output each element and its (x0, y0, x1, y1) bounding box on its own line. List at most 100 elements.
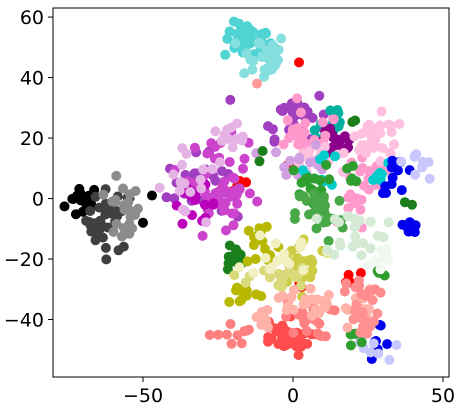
scatter-point (263, 332, 274, 342)
scatter-point (375, 120, 386, 131)
scatter-point (305, 157, 316, 168)
scatter-point (242, 256, 253, 267)
scatter-point (356, 250, 367, 261)
scatter-point (234, 296, 245, 307)
scatter-point (86, 226, 97, 237)
scatter-point (198, 164, 209, 175)
scatter-point (250, 254, 261, 264)
x-tick-label: −50 (123, 385, 163, 407)
scatter-point (381, 244, 392, 255)
scatter-point (372, 230, 383, 241)
scatter-point (255, 230, 265, 241)
y-axis: −40 −20 0 20 40 60 (4, 7, 53, 332)
scatter-point (302, 338, 313, 349)
y-tick-label: 60 (20, 7, 44, 29)
scatter-point (95, 223, 106, 234)
scatter-point (251, 289, 262, 300)
scatter-point (396, 185, 407, 196)
scatter-point (306, 254, 317, 265)
scatter-point (224, 297, 235, 307)
scatter-point (202, 148, 213, 159)
plot-points (59, 16, 435, 365)
scatter-point (244, 188, 255, 199)
scatter-point (351, 299, 362, 310)
scatter-point (110, 196, 121, 207)
scatter-point (341, 278, 352, 289)
scatter-point (301, 326, 312, 337)
scatter-point (299, 318, 310, 329)
scatter-point (261, 316, 272, 326)
scatter-point (342, 322, 353, 333)
scatter-point (252, 78, 262, 89)
scatter-point (195, 174, 206, 185)
scatter-point (189, 168, 200, 179)
scatter-point (384, 354, 395, 365)
scatter-point (224, 157, 235, 167)
scatter-point (292, 93, 303, 104)
scatter-point (219, 176, 230, 187)
scatter-point (295, 107, 306, 118)
scatter-point (221, 225, 231, 236)
scatter-point (225, 94, 236, 105)
scatter-point (124, 189, 135, 200)
scatter-point (229, 208, 240, 219)
scatter-point (180, 206, 191, 217)
scatter-point (220, 49, 231, 60)
scatter-point (320, 331, 331, 342)
scatter-point (323, 289, 334, 300)
scatter-point (276, 282, 287, 293)
scatter-point (377, 143, 388, 153)
scatter-point (383, 217, 394, 228)
scatter-point (311, 213, 322, 224)
scatter-point (90, 191, 101, 202)
scatter-point (271, 147, 281, 158)
scatter-point (404, 226, 415, 237)
scatter-point (227, 172, 238, 183)
scatter-point (77, 206, 88, 217)
scatter-point (362, 259, 373, 270)
scatter-point (277, 291, 288, 302)
scatter-point (111, 170, 122, 181)
scatter-point (259, 71, 269, 82)
scatter-point (296, 237, 307, 248)
scatter-point (387, 172, 398, 183)
scatter-point (310, 304, 321, 315)
scatter-point (271, 46, 282, 57)
scatter-point (223, 258, 234, 269)
y-tick-label: 40 (20, 68, 44, 90)
scatter-point (256, 307, 267, 317)
scatter-point (391, 340, 402, 350)
scatter-point (366, 133, 377, 144)
scatter-point (284, 133, 294, 144)
scatter-point (197, 230, 208, 241)
x-tick-label: 0 (287, 385, 299, 407)
scatter-point (288, 304, 299, 315)
scatter-point (234, 183, 245, 194)
scatter-point (399, 197, 410, 208)
scatter-point (240, 277, 251, 288)
scatter-point (371, 171, 382, 182)
scatter-point (161, 192, 172, 203)
scatter-point (347, 117, 358, 127)
scatter-point (346, 175, 356, 186)
scatter-point (227, 142, 238, 153)
x-axis: −50 0 50 (123, 377, 455, 407)
scatter-point (355, 204, 366, 215)
scatter-point (321, 217, 332, 227)
scatter-point (355, 166, 366, 177)
scatter-point (334, 217, 344, 228)
scatter-point (118, 183, 128, 194)
scatter-point (84, 217, 95, 227)
scatter-point (196, 183, 207, 194)
scatter-point (375, 156, 386, 167)
scatter-point (125, 212, 136, 223)
scatter-point (177, 159, 187, 170)
scatter-point (310, 139, 321, 150)
scatter-point (255, 38, 266, 49)
scatter-point (247, 64, 258, 75)
scatter-point (343, 269, 354, 280)
scatter-point (321, 298, 332, 309)
scatter-point (236, 338, 247, 349)
scatter-point (254, 156, 265, 167)
